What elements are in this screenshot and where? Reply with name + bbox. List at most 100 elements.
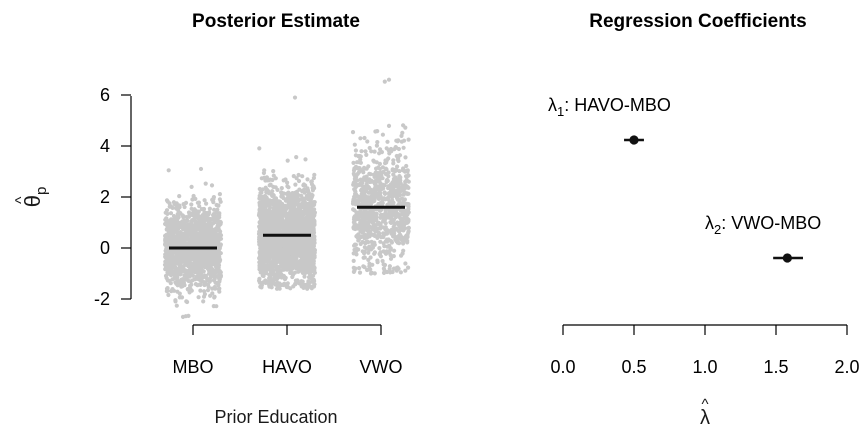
posterior-point (189, 202, 194, 207)
posterior-point (266, 213, 271, 218)
posterior-point (353, 148, 358, 153)
posterior-point (292, 202, 298, 207)
posterior-point (373, 182, 378, 187)
posterior-point (213, 226, 218, 231)
posterior-point (172, 217, 178, 222)
posterior-point (303, 196, 308, 201)
posterior-point (277, 259, 282, 264)
posterior-point (207, 233, 212, 238)
posterior-point (395, 177, 400, 182)
posterior-point (273, 262, 278, 267)
posterior-point (380, 215, 385, 220)
posterior-point (311, 211, 316, 216)
posterior-point (197, 204, 202, 209)
posterior-point (406, 204, 411, 209)
posterior-point (392, 248, 397, 253)
posterior-point (311, 267, 316, 273)
posterior-point (307, 261, 312, 266)
posterior-point (296, 178, 302, 184)
posterior-point (209, 223, 214, 228)
posterior-point (164, 265, 169, 271)
posterior-point (277, 270, 282, 275)
posterior-point (193, 213, 198, 218)
posterior-point (165, 199, 170, 204)
posterior-point (257, 146, 262, 151)
posterior-point (301, 211, 306, 216)
posterior-point (218, 220, 223, 225)
posterior-point (180, 277, 185, 282)
posterior-point (294, 241, 299, 246)
posterior-point (388, 256, 394, 261)
posterior-point (298, 241, 303, 247)
posterior-point (402, 197, 407, 202)
y-tick-label: 6 (100, 85, 110, 105)
posterior-point (311, 200, 316, 205)
posterior-point (397, 169, 402, 174)
posterior-point (388, 229, 393, 234)
posterior-point (304, 202, 309, 207)
posterior-point (204, 222, 209, 227)
posterior-point (293, 259, 299, 264)
posterior-point (201, 294, 207, 299)
posterior-point (177, 249, 182, 254)
posterior-point (378, 239, 383, 244)
posterior-point (209, 241, 214, 246)
posterior-point (351, 182, 356, 187)
posterior-point (193, 219, 198, 224)
posterior-point (214, 304, 219, 309)
posterior-point (163, 235, 168, 240)
posterior-point (193, 255, 198, 260)
posterior-point (193, 196, 198, 201)
posterior-point (203, 181, 208, 186)
posterior-point (367, 264, 372, 269)
posterior-point (187, 260, 192, 265)
posterior-point (401, 123, 406, 128)
posterior-point (192, 233, 197, 238)
posterior-point (391, 158, 396, 163)
posterior-point (207, 229, 212, 234)
x-label-hat: ^ (701, 396, 708, 413)
posterior-point (395, 139, 400, 144)
posterior-point (406, 230, 411, 235)
posterior-point (218, 233, 224, 238)
posterior-point (196, 200, 201, 205)
posterior-point (201, 258, 206, 263)
posterior-point (173, 220, 178, 225)
posterior-point (275, 249, 280, 254)
posterior-point (357, 266, 362, 271)
posterior-point (183, 224, 188, 229)
posterior-point (257, 186, 262, 192)
posterior-point (281, 237, 287, 242)
posterior-point (275, 210, 280, 215)
coef-label: λ1: HAVO-MBO (548, 95, 671, 119)
posterior-point (303, 246, 308, 251)
posterior-point (259, 242, 265, 247)
posterior-point (165, 221, 170, 226)
posterior-point (204, 201, 209, 206)
posterior-point (261, 228, 266, 233)
posterior-point (362, 197, 367, 202)
posterior-point (187, 268, 192, 273)
posterior-point (170, 248, 175, 253)
posterior-point (396, 212, 401, 217)
posterior-point (165, 211, 170, 216)
posterior-point (304, 216, 309, 221)
coefficients-x-ticks: 0.0 0.5 1.0 1.5 2.0 (550, 325, 860, 377)
posterior-point (213, 268, 218, 273)
posterior-point (261, 247, 266, 252)
posterior-point (172, 261, 177, 266)
posterior-point (176, 256, 181, 261)
posterior-point (186, 278, 191, 284)
posterior-point (199, 240, 204, 245)
posterior-point (352, 201, 357, 206)
posterior-point (302, 274, 307, 279)
posterior-point (386, 77, 392, 82)
posterior-point (378, 208, 383, 213)
posterior-point (259, 176, 264, 181)
posterior-point (263, 185, 268, 190)
posterior-point (306, 275, 312, 280)
posterior-point (193, 251, 198, 256)
posterior-point (283, 265, 288, 270)
posterior-point (368, 195, 373, 200)
